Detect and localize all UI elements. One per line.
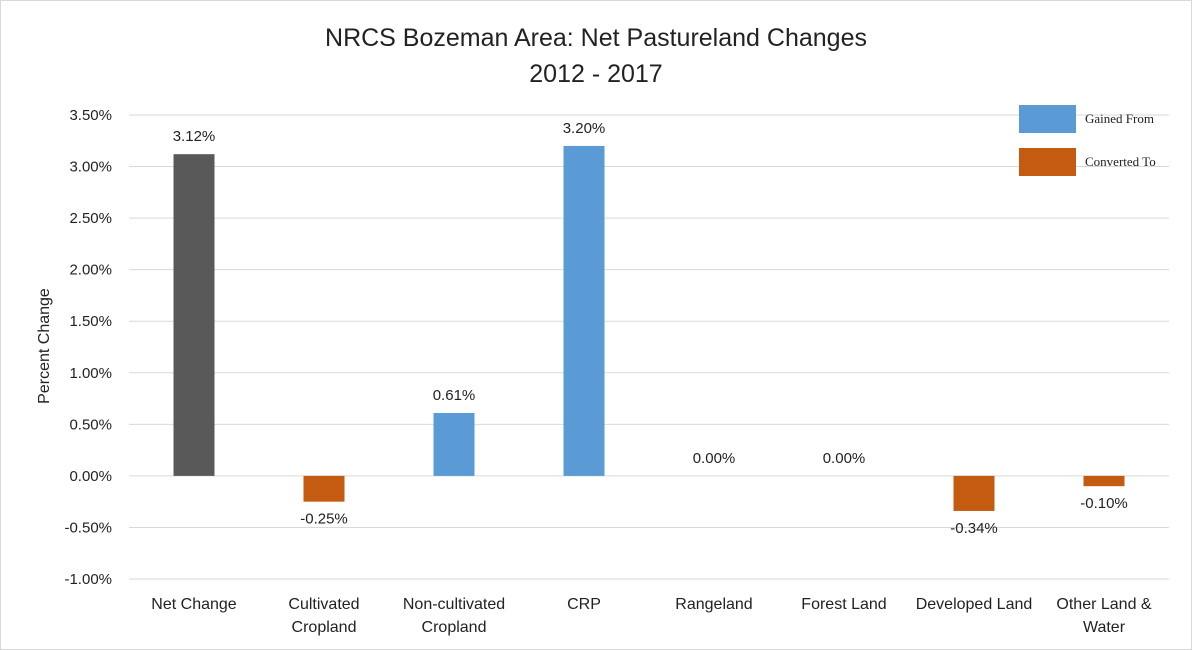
y-tick-label: 2.00% [69, 262, 112, 279]
legend-swatch [1019, 105, 1076, 133]
category-label: Other Land & Water [1056, 596, 1152, 636]
y-tick-label: 0.00% [69, 468, 112, 485]
bars [173, 145, 1125, 511]
bar [173, 154, 215, 476]
chart-title: NRCS Bozeman Area: Net Pastureland Chang… [325, 24, 867, 52]
data-label: -0.10% [1080, 495, 1128, 512]
y-tick-label: 3.50% [69, 107, 112, 124]
category-label: Forest Land [801, 596, 886, 613]
bar [1083, 475, 1125, 487]
bar [563, 145, 605, 476]
bar [433, 412, 475, 476]
category-label: Rangeland [675, 596, 752, 613]
x-axis-categories: Net Change Cultivated Cropland Non-cultivat… [151, 596, 1152, 636]
y-tick-label: -1.00% [64, 571, 112, 588]
y-tick-label: 0.50% [69, 416, 112, 433]
y-axis-label: Percent Change [36, 288, 53, 404]
data-labels: 3.12% -0.25% 0.61% 3.20% 0.00% 0.00% -0.34% -0.… [173, 120, 1128, 537]
category-label: Developed Land [916, 596, 1033, 613]
y-tick-label: 1.50% [69, 313, 112, 330]
y-axis-ticks: 3.50% 3.00% 2.50% 2.00% 1.50% 1.00% 0.50% 0.00%… [64, 107, 112, 588]
y-tick-label: -0.50% [64, 519, 112, 536]
data-label: -0.25% [300, 511, 348, 528]
data-label: 0.61% [433, 387, 476, 404]
category-label: Non-cultivated Cropland [403, 596, 505, 636]
y-tick-label: 1.00% [69, 365, 112, 382]
legend-swatch [1019, 148, 1076, 176]
category-label: Cultivated Cropland [288, 596, 359, 636]
data-label: -0.34% [950, 520, 998, 537]
data-label: 3.20% [563, 120, 606, 137]
y-tick-label: 3.00% [69, 159, 112, 176]
chart-subtitle: 2012 - 2017 [529, 60, 662, 88]
gridlines [129, 114, 1169, 580]
data-label: 0.00% [693, 450, 736, 467]
legend-label: Converted To [1085, 154, 1156, 169]
legend: Gained From Converted To [1019, 105, 1156, 176]
bar [953, 475, 995, 511]
category-label: Net Change [151, 596, 236, 613]
data-label: 0.00% [823, 450, 866, 467]
data-label: 3.12% [173, 128, 216, 145]
bar [303, 475, 345, 502]
category-label: CRP [567, 596, 601, 613]
y-tick-label: 2.50% [69, 210, 112, 227]
legend-label: Gained From [1085, 111, 1154, 126]
